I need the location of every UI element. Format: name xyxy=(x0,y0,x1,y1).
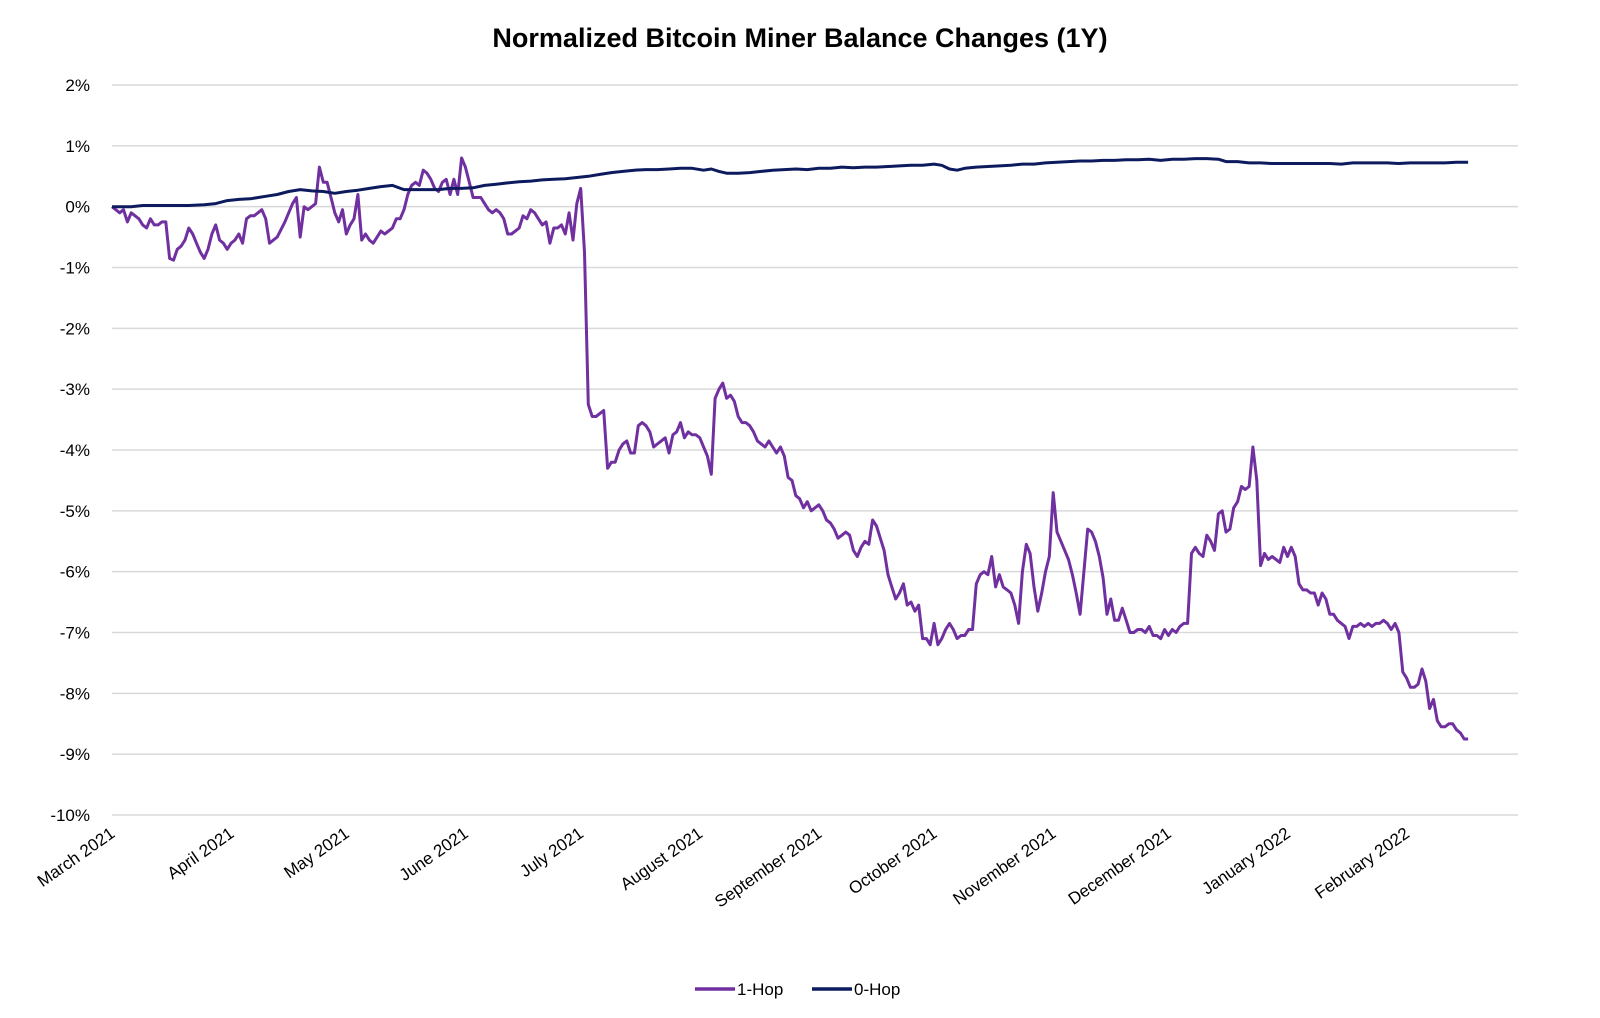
x-tick-label: May 2021 xyxy=(281,824,353,882)
series-0-hop xyxy=(112,157,1469,209)
series-lines xyxy=(111,156,1469,741)
y-tick-label: -8% xyxy=(60,684,90,703)
y-tick-label: -3% xyxy=(60,380,90,399)
series-line-0-hop xyxy=(112,157,1469,209)
legend-item-0-hop[interactable]: 0-Hop xyxy=(812,980,900,999)
y-tick-label: -1% xyxy=(60,259,90,278)
y-tick-label: 1% xyxy=(65,137,90,156)
legend-item-1-hop[interactable]: 1-Hop xyxy=(695,980,783,999)
legend-label-0-hop: 0-Hop xyxy=(854,980,900,999)
y-tick-label: -2% xyxy=(60,319,90,338)
y-tick-label: -5% xyxy=(60,502,90,521)
x-axis-ticks: March 2021 April 2021 May 2021 June 2021 Jul… xyxy=(34,824,1413,912)
gridlines xyxy=(112,84,1518,816)
x-tick-label: March 2021 xyxy=(34,824,118,891)
x-tick-label: August 2021 xyxy=(617,824,706,894)
y-tick-label: -10% xyxy=(50,806,90,825)
y-tick-label: 0% xyxy=(65,198,90,217)
legend: 1-Hop 0-Hop xyxy=(695,980,900,999)
y-tick-label: -4% xyxy=(60,441,90,460)
y-tick-label: -6% xyxy=(60,563,90,582)
x-tick-label: June 2021 xyxy=(396,824,472,885)
y-tick-label: 2% xyxy=(65,76,90,95)
x-tick-label: November 2021 xyxy=(949,824,1059,909)
x-tick-label: April 2021 xyxy=(164,824,238,883)
y-tick-label: -9% xyxy=(60,745,90,764)
y-axis-ticks: 2% 1% 0% -1% -2% -3% -4% -5% -6% -7% -8% -9% -10% xyxy=(50,76,90,825)
x-tick-label: January 2022 xyxy=(1199,824,1294,899)
x-tick-label: February 2022 xyxy=(1311,824,1412,903)
series-1-hop xyxy=(111,156,1469,741)
series-line-1-hop xyxy=(111,156,1469,741)
x-tick-label: July 2021 xyxy=(516,824,587,881)
x-tick-label: September 2021 xyxy=(711,824,825,912)
y-tick-label: -7% xyxy=(60,624,90,643)
x-tick-label: December 2021 xyxy=(1065,824,1175,909)
chart-title: Normalized Bitcoin Miner Balance Changes… xyxy=(492,23,1107,53)
legend-label-1-hop: 1-Hop xyxy=(737,980,783,999)
x-tick-label: October 2021 xyxy=(845,824,940,899)
